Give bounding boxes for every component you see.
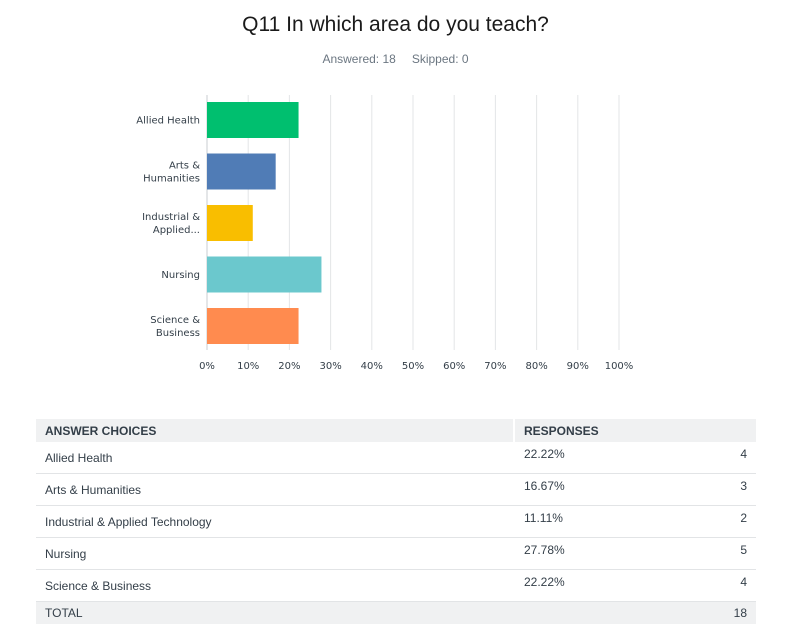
x-tick-label: 100% xyxy=(605,361,634,372)
x-tick-label: 60% xyxy=(443,361,465,372)
table-header-row: ANSWER CHOICES RESPONSES xyxy=(36,419,756,442)
category-label: Arts & xyxy=(169,161,200,172)
x-tick-label: 70% xyxy=(484,361,506,372)
x-tick-label: 90% xyxy=(567,361,589,372)
response-count-cell: 4 xyxy=(685,442,756,474)
x-tick-label: 50% xyxy=(402,361,424,372)
bar xyxy=(207,154,276,190)
response-count-cell: 2 xyxy=(685,506,756,538)
bar xyxy=(207,102,299,138)
bar xyxy=(207,308,299,344)
answer-choice-cell: Industrial & Applied Technology xyxy=(36,506,513,538)
response-count-cell: 5 xyxy=(685,538,756,570)
answer-choice-cell: Arts & Humanities xyxy=(36,474,513,506)
category-label: Industrial & xyxy=(142,212,200,223)
category-label: Humanities xyxy=(143,174,200,185)
answer-choice-cell: Nursing xyxy=(36,538,513,570)
bar-chart: 0% 10% 20% 30% 40% 50% 60% 70% 80% 90% 100% Allied … xyxy=(0,0,791,400)
category-label: Applied... xyxy=(153,225,200,236)
x-tick-label: 30% xyxy=(319,361,341,372)
x-tick-label: 20% xyxy=(278,361,300,372)
x-tick-label: 80% xyxy=(525,361,547,372)
total-label: TOTAL xyxy=(36,602,513,624)
category-label: Allied Health xyxy=(136,116,200,127)
answer-choice-cell: Science & Business xyxy=(36,570,513,602)
header-responses: RESPONSES xyxy=(515,419,756,442)
category-label: Science & xyxy=(150,315,200,326)
response-percent-cell: 22.22% xyxy=(515,570,685,602)
response-percent-cell: 22.22% xyxy=(515,442,685,474)
bar xyxy=(207,257,321,293)
bar xyxy=(207,205,253,241)
x-tick-label: 10% xyxy=(237,361,259,372)
header-answer-choices: ANSWER CHOICES xyxy=(36,419,513,442)
response-percent-cell: 16.67% xyxy=(515,474,685,506)
total-count: 18 xyxy=(515,602,756,624)
x-tick-label: 40% xyxy=(361,361,383,372)
response-count-cell: 4 xyxy=(685,570,756,602)
category-label: Business xyxy=(156,328,200,339)
x-tick-label: 0% xyxy=(199,361,215,372)
category-label: Nursing xyxy=(161,270,200,281)
response-percent-cell: 11.11% xyxy=(515,506,685,538)
response-count-cell: 3 xyxy=(685,474,756,506)
response-percent-cell: 27.78% xyxy=(515,538,685,570)
answer-choice-cell: Allied Health xyxy=(36,442,513,474)
